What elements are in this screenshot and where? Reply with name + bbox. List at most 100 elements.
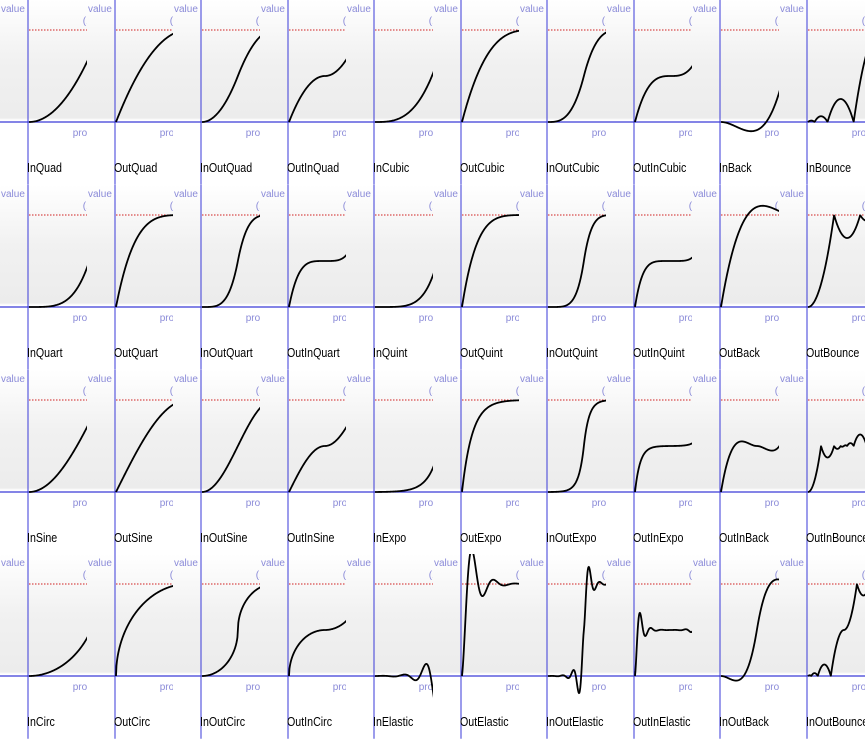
easing-curve: [201, 587, 260, 678]
curve-name-label: OutInBack: [719, 529, 769, 545]
corner-label: (1,1): [342, 570, 346, 581]
corner-label: (1,1): [775, 570, 779, 581]
progress-axis-label: progress: [851, 313, 865, 324]
curve-plot: value(1,1)progress: [605, 369, 692, 555]
curve-plot: value(1,1)progress: [432, 369, 519, 555]
progress-axis-label: progress: [678, 128, 692, 139]
value-axis-label: value: [88, 374, 112, 385]
easing-curve: [114, 402, 173, 492]
curve-cell-outinelastic: value(1,1)progressOutInElastic: [605, 554, 692, 739]
value-axis-label: value: [780, 374, 804, 385]
curve-name-label: OutInBounce: [805, 529, 865, 545]
value-axis-label: value: [693, 374, 717, 385]
progress-axis-label: progress: [332, 313, 346, 324]
curve-name-label: InBack: [719, 160, 752, 175]
curve-plot: value(1,1)progress: [346, 554, 433, 739]
corner-label: (1,1): [515, 16, 519, 27]
easing-curve: [633, 612, 692, 677]
curve-name-label: OutInCirc: [286, 714, 332, 730]
curve-name-label: InOutExpo: [546, 529, 597, 545]
curve-name-label: OutQuart: [113, 344, 158, 360]
curve-name-label: InQuad: [27, 160, 62, 175]
progress-axis-label: progress: [765, 682, 779, 693]
curve-plot: value(1,1)progress: [259, 554, 346, 739]
corner-label: (1,1): [688, 386, 692, 397]
corner-label: (1,1): [83, 386, 87, 397]
corner-label: (1,1): [515, 386, 519, 397]
curve-plot: value(1,1) progress: [86, 369, 173, 555]
easing-curve: [114, 32, 173, 123]
easing-curve: [460, 29, 519, 123]
value-axis-label: value: [693, 4, 717, 15]
value-axis-label: value: [434, 4, 458, 15]
progress-axis-label: progress: [765, 313, 779, 324]
corner-label: (1,1): [861, 386, 865, 397]
curve-name-label: InBounce: [805, 160, 851, 175]
value-axis-label: value: [347, 4, 371, 15]
easing-curve: [547, 214, 606, 308]
value-axis-label: value: [88, 189, 112, 200]
corner-label: (1,1): [429, 201, 433, 212]
curve-name-label: OutInElastic: [632, 714, 690, 730]
curve-name-label: InCirc: [27, 714, 55, 730]
curve-plot: value(1,1)progress: [778, 369, 865, 555]
curve-cell-inback: value (1,1) progress InBack: [692, 0, 779, 185]
value-axis-label: value: [693, 558, 717, 569]
corner-label: (1,1): [256, 386, 260, 397]
easing-curve: [720, 578, 779, 682]
curve-plot: value(1,1)progress: [519, 184, 606, 370]
corner-label: (1,1): [169, 201, 173, 212]
curve-plot: value(1,1)progress: [173, 184, 260, 370]
curve-plot: value(1,1)progress: [173, 554, 260, 739]
progress-axis-label: progress: [159, 498, 173, 509]
corner-label: (1,1): [602, 570, 606, 581]
curve-cell-inoutback: value (1,1) progress InOutBack: [692, 554, 779, 739]
curve-cell-outinsine: value(1,1)progressOutInSine: [259, 369, 346, 555]
corner-label: (1,1): [256, 201, 260, 212]
curve-name-label: InOutSine: [200, 529, 248, 545]
corner-label: (1,1): [429, 16, 433, 27]
easing-curve: [720, 204, 779, 307]
value-axis-label: value: [261, 4, 285, 15]
curve-plot: value(1,1)progress: [432, 0, 519, 185]
progress-axis-label: progress: [678, 498, 692, 509]
progress-axis-label: progress: [332, 128, 346, 139]
curve-plot: value(1,1)progress: [778, 0, 865, 185]
corner-label: (1,1): [169, 16, 173, 27]
corner-label: (1,1): [775, 16, 779, 27]
curve-plot: value(1,1)progress: [0, 554, 87, 739]
corner-label: (1,1): [861, 16, 865, 27]
easing-curve: [201, 214, 260, 308]
progress-axis-label: progress: [765, 498, 779, 509]
easing-curve: [547, 566, 606, 695]
curve-plot: value(1,1)progress: [0, 184, 87, 370]
progress-axis-label: progress: [246, 313, 260, 324]
value-axis-label: value: [347, 189, 371, 200]
progress-axis-label: progress: [505, 128, 519, 139]
curve-plot: value(1,1)progress: [605, 184, 692, 370]
curve-plot: value(1,1)progress: [605, 554, 692, 739]
easing-curve: [287, 619, 346, 677]
curve-name-label: OutInSine: [286, 529, 334, 545]
curve-name-label: OutQuint: [459, 344, 503, 360]
value-axis-label: value: [434, 189, 458, 200]
curve-plot: value(1,1)progress: [86, 554, 173, 739]
easing-curve: [114, 585, 173, 677]
easing-curve: [460, 554, 519, 677]
curve-cell-outquad: value(1,1)progressOutQuad: [86, 0, 173, 185]
corner-label: (1,1): [169, 570, 173, 581]
value-axis-label: value: [88, 4, 112, 15]
curve-plot: value(1,1)progress: [346, 184, 433, 370]
easing-curve: [28, 266, 87, 308]
easing-curve: [28, 637, 87, 678]
value-axis-label: value: [1, 4, 25, 15]
curve-name-label: InElastic: [373, 714, 414, 730]
value-axis-label: value: [261, 558, 285, 569]
curve-plot: value(1,1)progress: [173, 0, 260, 185]
progress-axis-label: progress: [246, 682, 260, 693]
easing-curve: [287, 424, 346, 492]
easing-curve: [633, 255, 692, 307]
corner-label: (1,1): [256, 570, 260, 581]
progress-axis-label: progress: [592, 128, 606, 139]
